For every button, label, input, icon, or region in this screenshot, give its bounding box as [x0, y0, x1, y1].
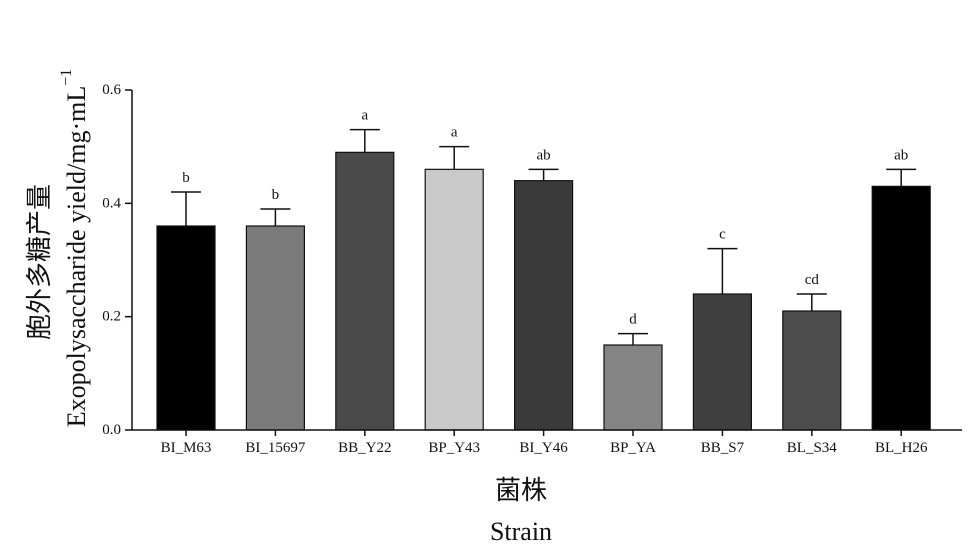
y-tick-label: 0.6 [102, 82, 121, 98]
significance-label-BI_15697: b [272, 187, 280, 203]
x-tick-label-BB_S7: BB_S7 [701, 440, 745, 456]
bar-BL_H26 [871, 185, 931, 431]
significance-label-BB_Y22: a [361, 108, 368, 124]
significance-label-BI_M63: b [182, 170, 190, 186]
significance-label-BB_S7: c [719, 227, 726, 243]
significance-label-BL_S34: cd [805, 272, 820, 288]
y-tick-label: 0.2 [102, 309, 121, 325]
x-tick-label-BI_Y46: BI_Y46 [519, 440, 568, 456]
bar-BP_Y43 [424, 168, 484, 431]
bar-BL_S34 [782, 310, 842, 431]
x-tick-label-BP_YA: BP_YA [610, 440, 656, 456]
x-tick-label-BB_Y22: BB_Y22 [338, 440, 391, 456]
bar-BP_YA [603, 344, 663, 431]
y-ticks: 0.0 0.2 0.4 0.6 [102, 82, 132, 438]
x-tick-label-BP_Y43: BP_Y43 [428, 440, 480, 456]
y-tick-label: 0.0 [102, 422, 121, 438]
x-axis-title-en: Strain [490, 517, 552, 546]
bar-BB_S7 [692, 293, 753, 431]
x-axis-title-cn: 菌株 [495, 476, 547, 506]
y-axis-title-en-text: Exopolysaccharide yield/mg·mL [62, 86, 91, 428]
significance-label-BP_Y43: a [451, 125, 458, 141]
bar-BI_Y46 [513, 180, 574, 431]
x-tick-label-BI_15697: BI_15697 [245, 440, 306, 456]
significance-label-BP_YA: d [629, 312, 637, 328]
x-tick-label-BL_S34: BL_S34 [787, 440, 838, 456]
y-axis-title-en: Exopolysaccharide yield/mg·mL−1 [58, 69, 91, 428]
y-axis-title-en-sup: −1 [58, 69, 75, 86]
x-ticks: BI_M63 BI_15697 BB_Y22 BP_Y43 BI_Y46 BP_YA BB_… [161, 430, 928, 456]
x-tick-label-BI_M63: BI_M63 [161, 440, 212, 456]
axes-layer [131, 90, 962, 431]
x-tick-label-BL_H26: BL_H26 [875, 440, 928, 456]
y-tick-label: 0.4 [102, 195, 121, 211]
y-axis-title-cn: 胞外多糖产量 [25, 184, 55, 340]
bars-layer: b b a a ab d c cd ab [156, 108, 931, 431]
significance-label-BL_H26: ab [894, 147, 908, 163]
bar-BB_Y22 [335, 151, 395, 431]
bar-BI_15697 [245, 225, 305, 431]
bar-BI_M63 [156, 225, 216, 431]
significance-label-BI_Y46: ab [537, 147, 551, 163]
